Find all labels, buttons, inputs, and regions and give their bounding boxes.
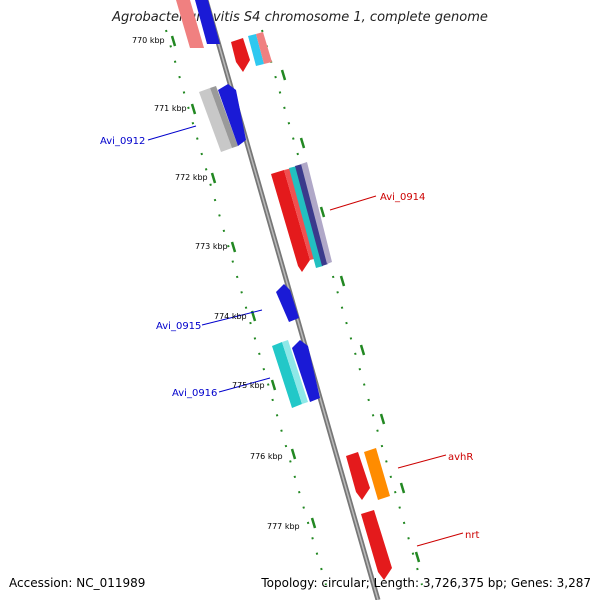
- gene-feature: [199, 88, 232, 152]
- major-tick-right: [299, 137, 306, 149]
- major-tick-right: [319, 206, 326, 218]
- tick-marks: [170, 35, 421, 563]
- major-tick-left: [310, 517, 317, 529]
- gene-feature: [301, 162, 332, 264]
- gene-feature: [218, 84, 246, 146]
- gene-label-avhr[interactable]: avhR: [448, 452, 473, 463]
- gene-features: [176, 0, 392, 580]
- gene-label-avi-0914[interactable]: Avi_0914: [380, 192, 425, 203]
- tick-label: 773 kbp: [195, 242, 228, 251]
- accession-text: Accession: NC_011989: [9, 576, 146, 590]
- gene-feature: [248, 34, 264, 66]
- gene-feature: [195, 0, 220, 44]
- genome-summary-text: Topology: circular; Length: 3,726,375 bp…: [261, 576, 591, 590]
- tick-label: 772 kbp: [175, 173, 208, 182]
- major-tick-left: [190, 103, 197, 115]
- major-tick-left: [170, 35, 177, 47]
- left-ruler-guide: [165, 29, 327, 586]
- gene-label-nrt[interactable]: nrt: [465, 530, 479, 541]
- gene-feature: [282, 340, 308, 404]
- major-tick-right: [379, 413, 386, 425]
- gene-feature: [289, 166, 323, 268]
- major-tick-left: [210, 172, 217, 184]
- major-tick-right: [399, 482, 406, 494]
- major-tick-right: [280, 69, 287, 81]
- gene-label-avi-0915[interactable]: Avi_0915: [156, 321, 201, 332]
- major-tick-left: [290, 448, 297, 460]
- tick-label: 776 kbp: [250, 452, 283, 461]
- tick-label: 771 kbp: [154, 104, 187, 113]
- gene-feature: [176, 0, 204, 48]
- gene-feature: [210, 86, 238, 148]
- gene-feature: [346, 452, 370, 500]
- gene-feature: [364, 448, 390, 500]
- major-tick-right: [339, 275, 346, 287]
- right-ruler-guide: [261, 29, 423, 586]
- tick-label: 774 kbp: [214, 312, 247, 321]
- label-leader-lines: [147, 125, 464, 547]
- gene-feature: [292, 340, 320, 402]
- tick-label: 775 kbp: [232, 381, 265, 390]
- major-tick-left: [270, 379, 277, 391]
- major-tick-left: [230, 241, 237, 253]
- tick-label: 777 kbp: [267, 522, 300, 531]
- gene-label-avi-0916[interactable]: Avi_0916: [172, 388, 217, 399]
- gene-feature: [295, 164, 328, 266]
- gene-feature: [256, 32, 272, 64]
- tick-label: 770 kbp: [132, 36, 165, 45]
- gene-feature: [231, 38, 250, 72]
- gene-feature: [361, 510, 392, 580]
- gene-label-avi-0912[interactable]: Avi_0912: [100, 136, 145, 147]
- major-tick-right: [359, 344, 366, 356]
- gene-feature: [271, 170, 310, 272]
- major-tick-right: [414, 551, 421, 563]
- gene-feature: [272, 342, 302, 408]
- gene-feature: [276, 284, 299, 322]
